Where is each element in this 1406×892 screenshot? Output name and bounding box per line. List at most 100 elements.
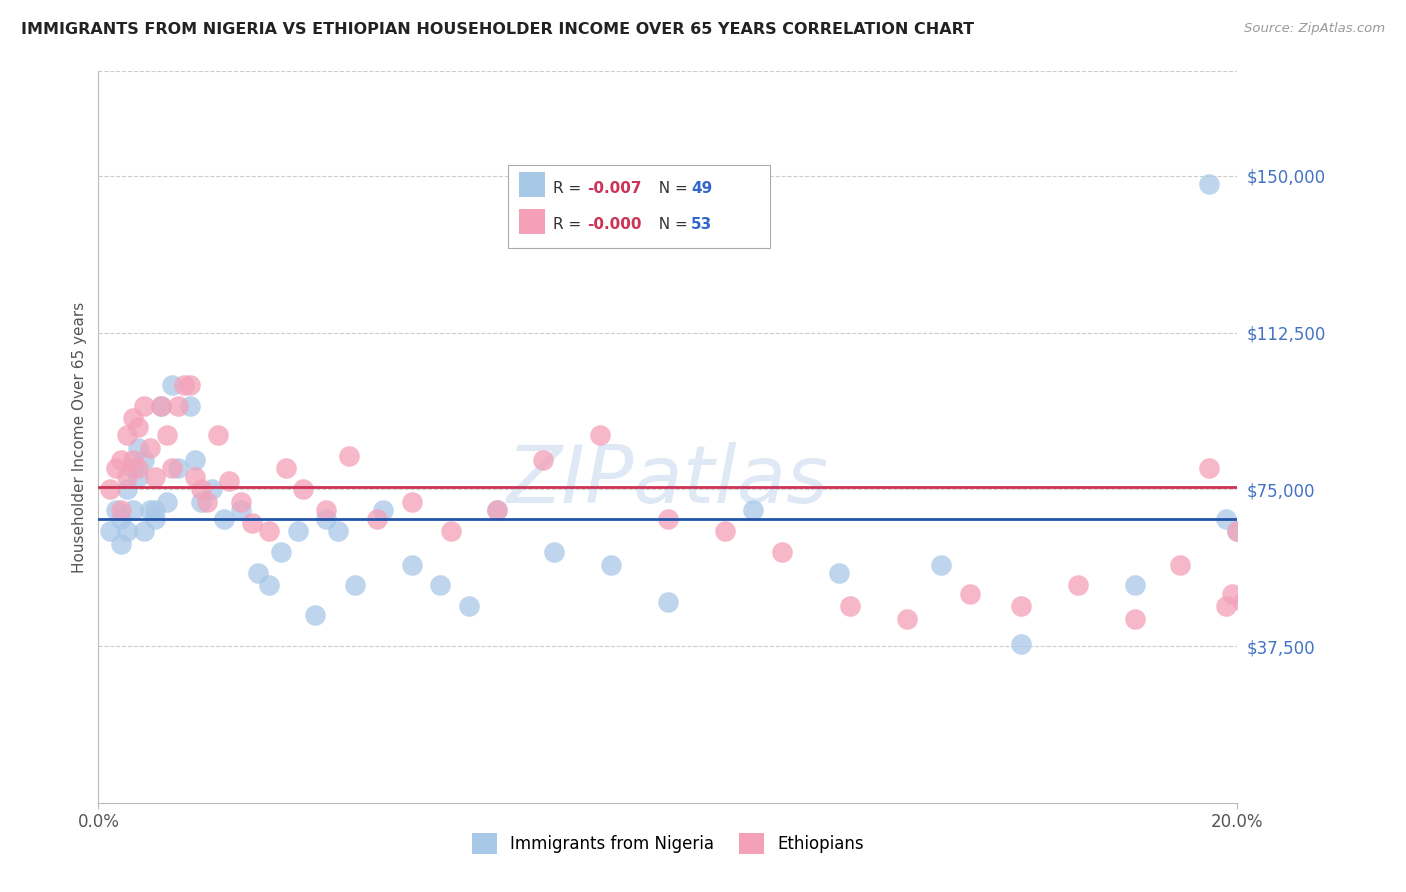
Text: -0.007: -0.007 bbox=[586, 181, 641, 196]
Point bbox=[104, 503, 127, 517]
Text: N =: N = bbox=[648, 181, 692, 196]
Point bbox=[110, 536, 132, 550]
Point bbox=[240, 516, 263, 530]
Point bbox=[1170, 558, 1192, 572]
Point bbox=[167, 461, 190, 475]
Point bbox=[304, 607, 326, 622]
Point bbox=[486, 503, 509, 517]
Point bbox=[184, 453, 207, 467]
Point bbox=[839, 599, 862, 614]
Point bbox=[1220, 587, 1243, 601]
Text: 49: 49 bbox=[690, 181, 711, 196]
Point bbox=[543, 545, 565, 559]
Point bbox=[276, 461, 298, 475]
Point bbox=[201, 483, 224, 497]
Point bbox=[195, 495, 218, 509]
Point bbox=[115, 483, 138, 497]
Point bbox=[1010, 599, 1032, 614]
Point bbox=[127, 441, 149, 455]
Point bbox=[121, 503, 143, 517]
Point bbox=[246, 566, 269, 580]
Point bbox=[229, 503, 252, 517]
Point bbox=[366, 511, 388, 525]
Point bbox=[401, 495, 423, 509]
Point bbox=[162, 461, 184, 475]
Point bbox=[828, 566, 851, 580]
Point bbox=[145, 503, 167, 517]
Point bbox=[292, 483, 315, 497]
Point bbox=[959, 587, 981, 601]
Point bbox=[429, 578, 451, 592]
Point bbox=[98, 524, 121, 538]
Point bbox=[770, 545, 793, 559]
Point bbox=[121, 461, 143, 475]
Legend: Immigrants from Nigeria, Ethiopians: Immigrants from Nigeria, Ethiopians bbox=[465, 827, 870, 860]
Point bbox=[1123, 578, 1146, 592]
Text: -0.000: -0.000 bbox=[586, 218, 641, 232]
Point bbox=[132, 524, 155, 538]
Point bbox=[207, 428, 229, 442]
Point bbox=[156, 495, 179, 509]
Point bbox=[190, 495, 212, 509]
Point bbox=[127, 470, 149, 484]
Point bbox=[896, 612, 918, 626]
Point bbox=[190, 483, 212, 497]
Point bbox=[104, 461, 127, 475]
Text: R =: R = bbox=[553, 181, 586, 196]
Point bbox=[1237, 607, 1260, 622]
Point bbox=[315, 511, 337, 525]
Point bbox=[259, 578, 281, 592]
Point bbox=[115, 524, 138, 538]
Point bbox=[1215, 511, 1237, 525]
Point bbox=[1232, 595, 1254, 609]
Point bbox=[486, 503, 509, 517]
Point bbox=[287, 524, 309, 538]
Point bbox=[121, 453, 143, 467]
Point bbox=[315, 503, 337, 517]
Point bbox=[127, 419, 149, 434]
Text: Source: ZipAtlas.com: Source: ZipAtlas.com bbox=[1244, 22, 1385, 36]
Point bbox=[440, 524, 463, 538]
Point bbox=[1226, 524, 1249, 538]
Point bbox=[929, 558, 952, 572]
Point bbox=[138, 441, 160, 455]
Point bbox=[132, 399, 155, 413]
Point bbox=[401, 558, 423, 572]
Point bbox=[373, 503, 395, 517]
Point bbox=[138, 503, 160, 517]
Point bbox=[179, 377, 201, 392]
Point bbox=[1067, 578, 1090, 592]
Text: IMMIGRANTS FROM NIGERIA VS ETHIOPIAN HOUSEHOLDER INCOME OVER 65 YEARS CORRELATIO: IMMIGRANTS FROM NIGERIA VS ETHIOPIAN HOU… bbox=[21, 22, 974, 37]
Point bbox=[270, 545, 292, 559]
Point bbox=[145, 511, 167, 525]
Point bbox=[121, 411, 143, 425]
Point bbox=[218, 474, 240, 488]
Point bbox=[657, 595, 679, 609]
Point bbox=[156, 428, 179, 442]
Point bbox=[337, 449, 360, 463]
Point bbox=[98, 483, 121, 497]
Point bbox=[531, 453, 554, 467]
Point bbox=[179, 399, 201, 413]
Point bbox=[162, 377, 184, 392]
Point bbox=[457, 599, 479, 614]
Point bbox=[150, 399, 173, 413]
Point bbox=[212, 511, 235, 525]
Point bbox=[184, 470, 207, 484]
Point bbox=[145, 470, 167, 484]
Point bbox=[657, 511, 679, 525]
Text: N =: N = bbox=[648, 218, 692, 232]
Point bbox=[229, 495, 252, 509]
Point bbox=[326, 524, 349, 538]
Text: R =: R = bbox=[553, 218, 586, 232]
Point bbox=[110, 503, 132, 517]
Point bbox=[1010, 637, 1032, 651]
Y-axis label: Householder Income Over 65 years: Householder Income Over 65 years bbox=[72, 301, 87, 573]
Text: 53: 53 bbox=[690, 218, 711, 232]
Point bbox=[742, 503, 765, 517]
Point bbox=[600, 558, 623, 572]
Point bbox=[714, 524, 737, 538]
Point bbox=[115, 470, 138, 484]
Point bbox=[110, 453, 132, 467]
Point bbox=[343, 578, 366, 592]
